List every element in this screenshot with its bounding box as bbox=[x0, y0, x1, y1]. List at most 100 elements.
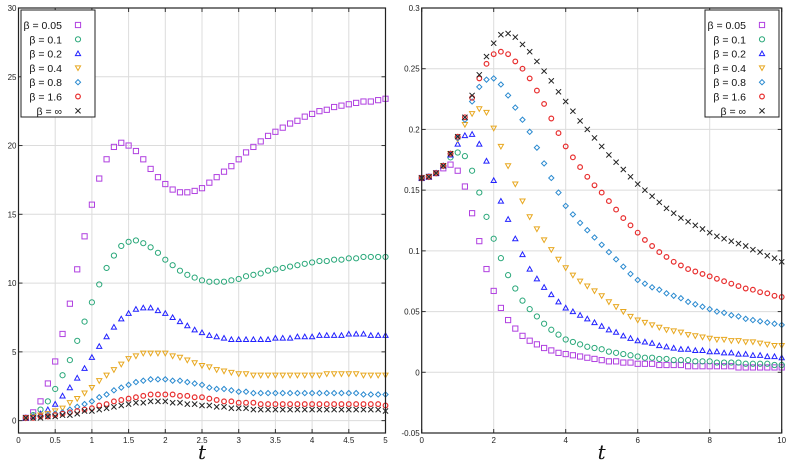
x-tick-label: 2.5 bbox=[196, 436, 208, 445]
data-point bbox=[265, 401, 272, 408]
data-point bbox=[569, 272, 577, 279]
data-point bbox=[117, 384, 125, 391]
data-point bbox=[627, 313, 634, 321]
data-point bbox=[569, 154, 576, 161]
data-point bbox=[294, 401, 301, 408]
data-point bbox=[169, 313, 177, 321]
data-point bbox=[576, 311, 584, 318]
data-point bbox=[132, 237, 140, 244]
data-point bbox=[213, 397, 220, 403]
data-point bbox=[584, 126, 591, 133]
data-point bbox=[155, 391, 161, 398]
data-point bbox=[374, 331, 382, 338]
data-point bbox=[66, 357, 73, 364]
data-point bbox=[641, 187, 648, 194]
data-point bbox=[613, 206, 620, 213]
data-point bbox=[147, 304, 155, 311]
data-point bbox=[713, 308, 721, 315]
data-point bbox=[235, 156, 242, 163]
data-point bbox=[338, 389, 345, 397]
data-point bbox=[257, 335, 265, 343]
data-point bbox=[183, 322, 191, 329]
y-tick-label: 25 bbox=[8, 73, 17, 82]
data-point bbox=[598, 293, 606, 300]
data-point bbox=[353, 401, 360, 408]
data-point bbox=[279, 389, 287, 397]
data-point bbox=[699, 346, 706, 354]
legend-marker-icon bbox=[74, 49, 82, 57]
data-point bbox=[490, 176, 498, 184]
data-point bbox=[213, 403, 220, 410]
data-point bbox=[620, 350, 627, 358]
data-point bbox=[763, 341, 771, 348]
data-point bbox=[235, 371, 243, 378]
data-point bbox=[721, 278, 728, 285]
data-point bbox=[103, 401, 110, 408]
data-point bbox=[30, 414, 37, 421]
data-point bbox=[655, 324, 663, 331]
y-tick-label: 0.3 bbox=[409, 4, 421, 13]
data-point bbox=[198, 277, 206, 284]
data-point bbox=[88, 408, 95, 414]
data-point bbox=[52, 385, 59, 393]
legend-marker-icon bbox=[75, 93, 81, 100]
data-point bbox=[139, 350, 147, 357]
x-tick-label: 0 bbox=[419, 436, 424, 445]
data-point bbox=[764, 252, 771, 259]
data-point bbox=[74, 266, 81, 273]
data-point bbox=[191, 394, 198, 401]
data-point bbox=[125, 142, 132, 149]
data-point bbox=[125, 401, 132, 408]
data-point bbox=[301, 113, 308, 120]
data-point bbox=[461, 131, 469, 139]
data-point bbox=[323, 106, 330, 113]
data-point bbox=[562, 336, 569, 343]
data-point bbox=[742, 360, 749, 367]
data-point bbox=[227, 369, 235, 377]
data-point bbox=[771, 361, 778, 369]
data-point bbox=[88, 353, 96, 360]
x-tick-label: 3 bbox=[236, 436, 241, 445]
y-tick-label: 30 bbox=[8, 4, 17, 13]
data-point bbox=[301, 333, 309, 340]
data-point bbox=[505, 272, 512, 279]
data-point bbox=[756, 340, 764, 347]
x-tick-label: 2 bbox=[163, 436, 168, 445]
data-point bbox=[656, 249, 663, 256]
data-point bbox=[308, 372, 316, 379]
data-point bbox=[235, 388, 243, 396]
data-point bbox=[81, 233, 88, 240]
data-point bbox=[519, 198, 526, 205]
data-point bbox=[154, 350, 162, 357]
data-point bbox=[198, 185, 206, 192]
data-point bbox=[118, 402, 125, 409]
data-point bbox=[749, 364, 756, 371]
data-point bbox=[59, 330, 66, 338]
data-point bbox=[476, 238, 483, 245]
data-point bbox=[569, 338, 577, 346]
legend: β = 0.05 β = 0.1 β = 0.2 β = 0.4 β = 0.8 β = … bbox=[20, 9, 96, 118]
data-point bbox=[677, 294, 685, 302]
data-point bbox=[243, 405, 249, 412]
data-point bbox=[721, 235, 728, 242]
data-point bbox=[360, 372, 367, 379]
data-point bbox=[52, 412, 59, 419]
legend-label: β = ∞ bbox=[37, 106, 63, 118]
data-point bbox=[293, 372, 301, 379]
data-point bbox=[641, 280, 649, 287]
data-point bbox=[66, 412, 73, 419]
data-point bbox=[720, 349, 728, 356]
data-point bbox=[548, 77, 555, 84]
data-point bbox=[117, 315, 125, 322]
data-point bbox=[706, 305, 714, 313]
data-point bbox=[562, 98, 569, 105]
data-point bbox=[720, 336, 728, 344]
data-point bbox=[569, 211, 577, 218]
data-point bbox=[634, 360, 641, 367]
data-point bbox=[44, 398, 51, 405]
data-point bbox=[454, 167, 461, 174]
data-point bbox=[691, 346, 699, 354]
data-point bbox=[191, 360, 199, 367]
data-point bbox=[684, 332, 692, 339]
y-tick-label: 0 bbox=[12, 417, 17, 426]
